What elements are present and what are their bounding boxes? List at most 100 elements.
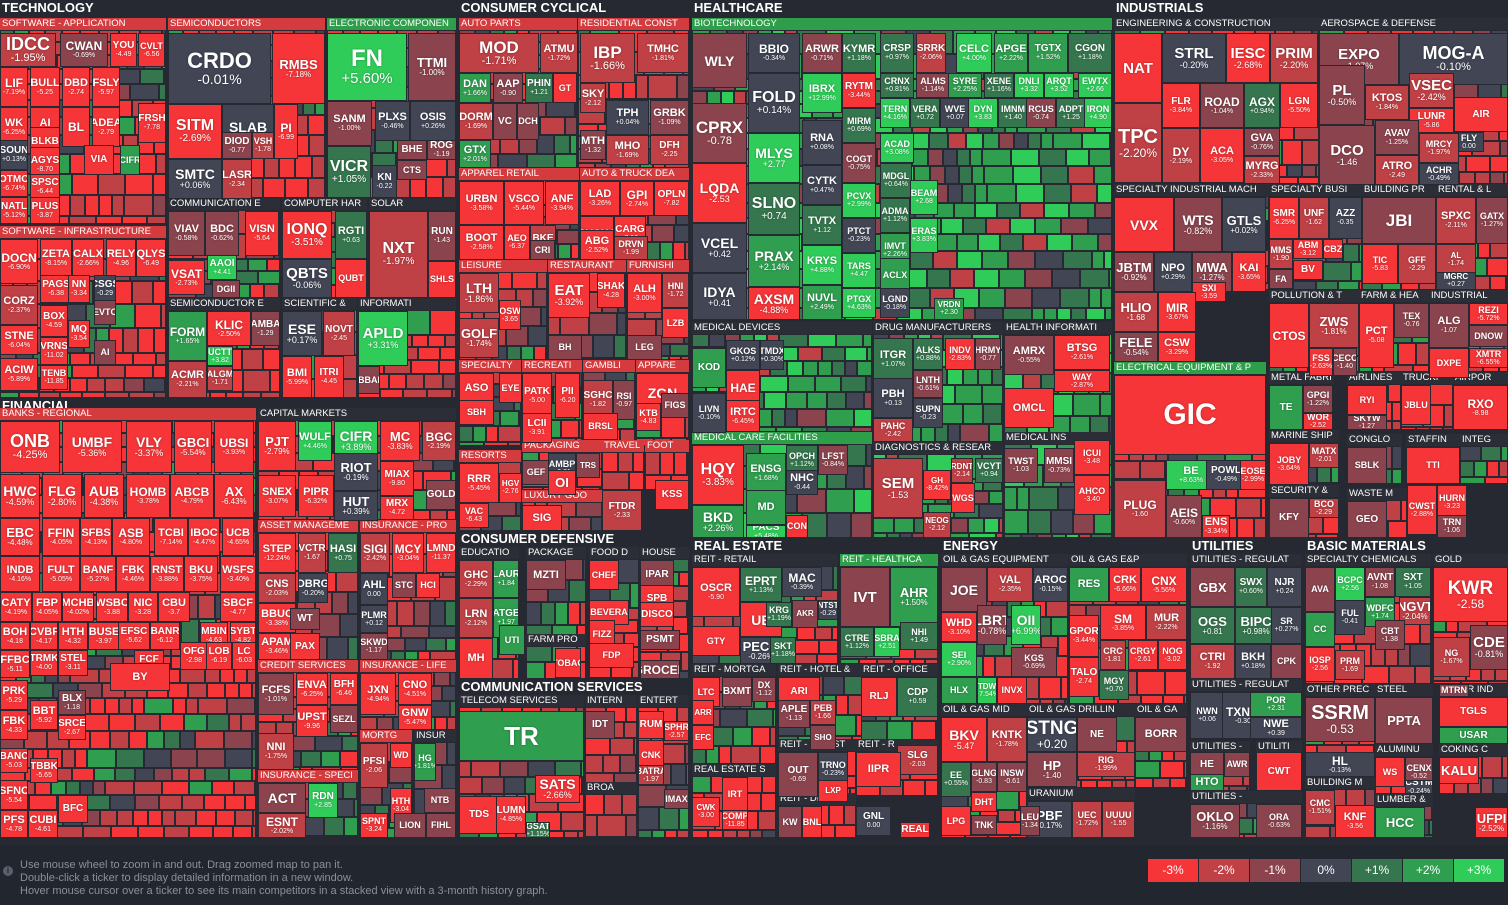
ticker-wulf[interactable]: WULF +4.46% (298, 421, 332, 461)
ticker-upst[interactable]: UPST -9.96 (296, 705, 328, 737)
ticker-soun[interactable]: SOUN +0.13% (0, 140, 28, 170)
ticker-zws[interactable]: ZWS -1.81% (1309, 303, 1359, 348)
ticker-alh[interactable]: ALH -3.00% (627, 273, 662, 313)
ticker-rna[interactable]: RNA +0.08% (802, 120, 842, 165)
ticker-wve[interactable]: WVE +0.07 (940, 98, 970, 128)
ticker-kntk[interactable]: KNTK -1.78% (987, 717, 1027, 762)
ticker-myrg[interactable]: MYRG -2.33% (1244, 156, 1280, 184)
ticker-hasi[interactable]: HASI +0.75 (328, 533, 358, 573)
ticker-tds[interactable]: TDS (459, 796, 499, 834)
ticker-nni[interactable]: NNI -1.75% (258, 733, 294, 770)
ticker-slno[interactable]: SLNO +0.74 (748, 183, 800, 235)
ticker-eat[interactable]: EAT -3.92% (548, 273, 590, 318)
ticker-cdp[interactable]: CDP +0.59 (897, 677, 938, 717)
ticker-spxc[interactable]: SPXC -2.11% (1436, 197, 1476, 244)
ticker-pipr[interactable]: PIPR -6.32% (298, 475, 334, 517)
ticker-oii[interactable]: OII +6.99% (1011, 605, 1041, 645)
ticker-cts[interactable]: CTS (397, 160, 427, 180)
ticker-qubt[interactable]: QUBT (335, 259, 367, 298)
ticker-bfc[interactable]: BFC (58, 795, 88, 823)
ticker-idya[interactable]: IDYA +0.41 (692, 273, 747, 320)
ticker-abcb[interactable]: ABCB -4.79% (170, 474, 214, 518)
ticker-val[interactable]: VAL -2.35% (987, 567, 1033, 602)
ticker-jbtm[interactable]: JBTM -0.92% (1114, 252, 1154, 292)
ticker-comp[interactable]: COMP -11.85 (722, 810, 748, 830)
ticker-snex[interactable]: SNEX -3.07% (258, 475, 296, 517)
ticker-ofg[interactable]: OFG -2.98 (180, 642, 208, 670)
ticker-novt[interactable]: NOVT -2.45 (323, 311, 355, 356)
ticker-ensg[interactable]: ENSG +1.68% (746, 453, 786, 493)
ticker-riot[interactable]: RIOT -0.19% (334, 453, 378, 491)
ticker-abg[interactable]: ABG -2.52% (580, 230, 614, 260)
ticker-twst[interactable]: TWST -1.03 (1004, 448, 1038, 483)
ticker-glng[interactable]: GLNG -0.83 (971, 762, 997, 792)
ticker-tpc[interactable]: TPC -2.20% (1114, 103, 1162, 183)
ticker-out[interactable]: OUT -0.69 (778, 752, 818, 797)
ticker-plug[interactable]: PLUG -1.60 (1114, 480, 1166, 538)
ticker-neog[interactable]: NEOG -2.12 (923, 512, 951, 538)
ticker-batra[interactable]: BATRA-1.97 (638, 765, 664, 785)
ticker-sem[interactable]: SEM -1.53 (873, 458, 923, 518)
ticker-ucb[interactable]: UCB -4.65% (222, 518, 254, 556)
ticker-npo[interactable]: NPO +0.29% (1154, 252, 1192, 292)
ticker-stng[interactable]: STNG +0.20 (1027, 717, 1077, 752)
ticker-smtc[interactable]: SMTC +0.06% (168, 159, 222, 199)
ticker-qbts[interactable]: QBTS -0.06% (282, 259, 332, 298)
ticker-otmo[interactable]: OTMO -6.74% (0, 170, 28, 197)
ticker-atmu[interactable]: ATMU -1.72% (540, 33, 578, 73)
ticker-iron[interactable]: IRON +4.90 (1084, 98, 1112, 128)
ticker-apge[interactable]: APGE +2.22% (994, 33, 1028, 73)
ticker-corz[interactable]: CORZ -2.37% (0, 285, 38, 325)
ticker-acad[interactable]: ACAD +3.08% (880, 133, 914, 163)
ticker-aaoi[interactable]: AAOI +4.41 (207, 255, 237, 280)
ticker-you[interactable]: YOU -4.49 (110, 33, 137, 67)
ticker-ne[interactable]: NE (1077, 717, 1117, 752)
ticker-kw[interactable]: KW (778, 806, 802, 838)
ticker-dnow[interactable]: DNOW (1469, 325, 1508, 347)
ticker-vcyt[interactable]: VCYT +0.94 (975, 458, 1003, 483)
ticker-spnt[interactable]: SPNT -3.24 (360, 813, 388, 838)
ticker-ceco[interactable]: CECO -1.40 (1333, 348, 1357, 376)
ticker-lfst[interactable]: LFST -0.84% (818, 445, 848, 475)
ticker-shls[interactable]: SHLS (428, 261, 456, 298)
ticker-banf[interactable]: BANF -5.27% (80, 556, 116, 592)
ticker-blx[interactable]: BLX -1.18 (58, 690, 86, 715)
ticker-btsg[interactable]: BTSG -2.61% (1054, 335, 1110, 370)
ticker-dht[interactable]: DHT (971, 792, 997, 812)
ticker-trs[interactable]: TRS (576, 453, 600, 478)
ticker-phin[interactable]: PHIN +1.21 (525, 73, 553, 103)
ticker-agx[interactable]: AGX +0.94% (1244, 83, 1280, 128)
ticker-sats[interactable]: SATS -2.66% (535, 775, 580, 803)
ticker-sigi[interactable]: SIGI -2.42% (360, 533, 390, 573)
ticker-vcel[interactable]: VCEL +0.42 (692, 223, 747, 273)
ticker-con[interactable]: CON (786, 515, 808, 538)
ticker-hni[interactable]: HNI -1.72 (662, 273, 689, 308)
ticker-wgs[interactable]: WGS (951, 483, 975, 513)
ticker-vera[interactable]: VERA +0.72 (910, 98, 940, 128)
ticker-tph[interactable]: TPH +0.04% (606, 100, 649, 135)
ticker-sblk[interactable]: SBLK (1347, 447, 1387, 484)
ticker-rrr[interactable]: RRR -5.45% (459, 463, 499, 503)
ticker-gva[interactable]: GVA -0.76% (1244, 128, 1280, 156)
ticker-amrx[interactable]: AMRX -0.55% (1004, 335, 1054, 375)
ticker-real[interactable]: REAL (900, 822, 930, 838)
ticker-nhc[interactable]: NHC -0.44 (786, 470, 818, 495)
ticker-vac[interactable]: VAC -6.43 (459, 503, 489, 528)
ticker-cns[interactable]: CNS -2.03% (258, 573, 296, 603)
ticker-tgtx[interactable]: TGTX +1.52% (1028, 33, 1068, 73)
ticker-mod[interactable]: MOD -1.71% (459, 33, 539, 73)
ticker-mgy[interactable]: MGY +0.70 (1099, 670, 1129, 700)
ticker-algm[interactable]: ALGM -1.71 (207, 366, 233, 391)
ticker-opln[interactable]: OPLN -7.82 (654, 181, 689, 216)
ticker-fss[interactable]: FSS -2.63% (1309, 348, 1333, 376)
ticker-vsco[interactable]: VSCO -5.44% (504, 181, 544, 225)
ticker-vrns[interactable]: VRNS -11.02 (40, 337, 68, 365)
ticker-fele[interactable]: FELE -0.54% (1114, 332, 1158, 362)
ticker-fbp[interactable]: FBP -4.05% (32, 592, 62, 622)
ticker-fbk[interactable]: FBK -4.46% (116, 556, 150, 592)
ticker-fn[interactable]: FN +5.60% (327, 33, 407, 101)
ticker-viav[interactable]: VIAV -0.58% (168, 211, 205, 256)
ticker-sphr[interactable]: SPHR -2.57 (664, 721, 689, 741)
ticker-tr[interactable]: TR (459, 711, 584, 761)
ticker-banr[interactable]: BANR -6.12 (150, 622, 180, 650)
